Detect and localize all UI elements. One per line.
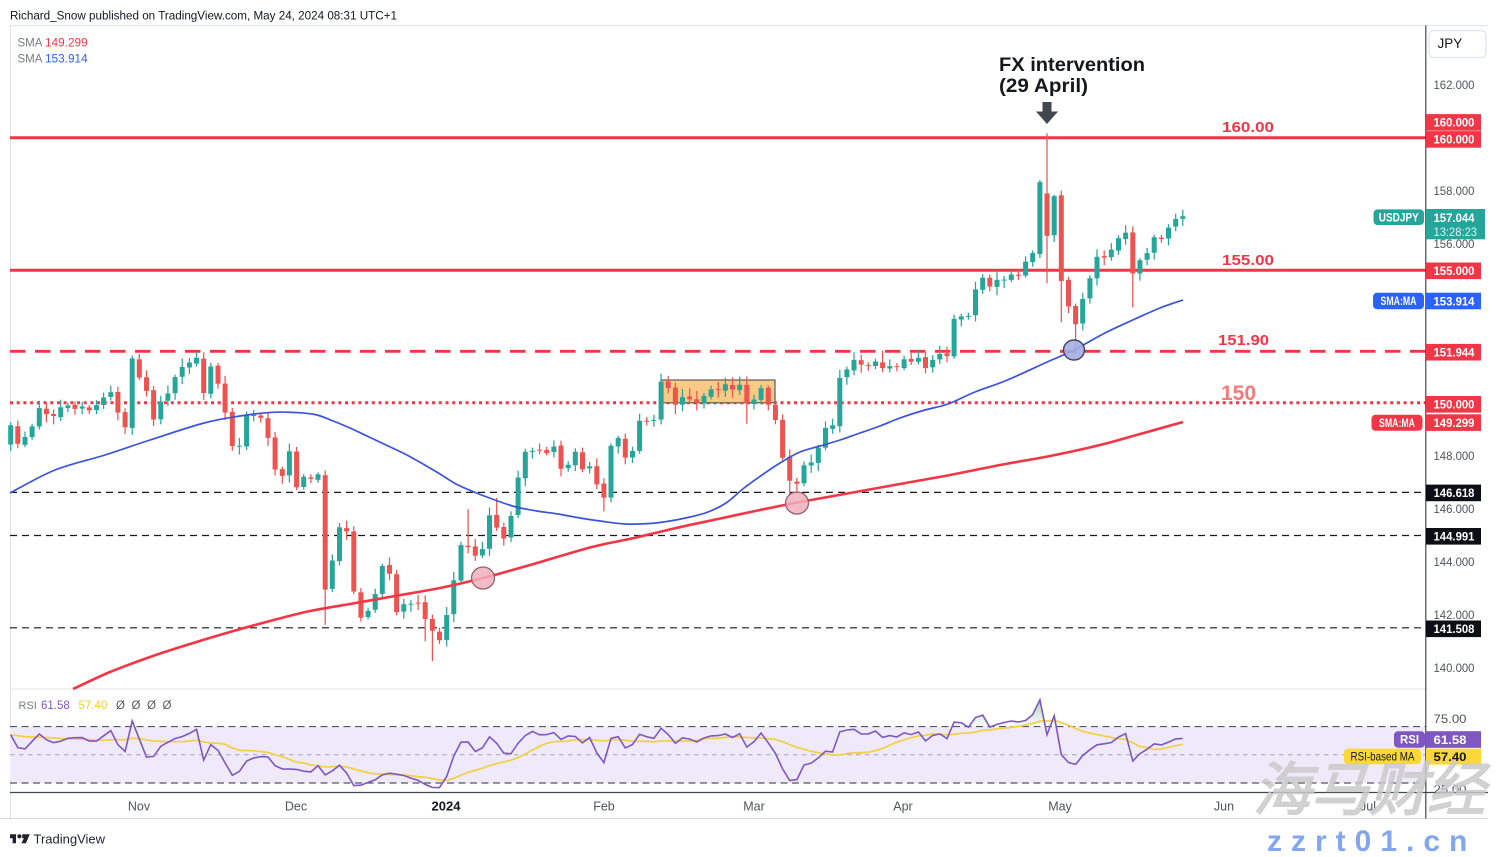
svg-text:Apr: Apr xyxy=(893,800,912,814)
svg-text:25.00: 25.00 xyxy=(1434,783,1467,797)
svg-text:156.000: 156.000 xyxy=(1434,237,1475,251)
svg-text:Feb: Feb xyxy=(593,800,615,814)
svg-text:(29 April): (29 April) xyxy=(999,75,1088,97)
svg-text:160.000: 160.000 xyxy=(1434,133,1475,147)
svg-text:2024: 2024 xyxy=(432,799,462,814)
svg-text:144.991: 144.991 xyxy=(1434,530,1475,544)
svg-text:57.40: 57.40 xyxy=(79,700,108,712)
svg-text:146.618: 146.618 xyxy=(1434,486,1475,500)
svg-text:141.508: 141.508 xyxy=(1434,622,1475,636)
svg-text:153.914: 153.914 xyxy=(1434,294,1475,308)
svg-text:RSI: RSI xyxy=(1400,733,1419,747)
svg-text:157.044: 157.044 xyxy=(1434,211,1475,225)
svg-text:Ø: Ø xyxy=(147,700,156,712)
svg-text:Jun: Jun xyxy=(1214,800,1234,814)
svg-text:150.000: 150.000 xyxy=(1434,398,1475,412)
svg-text:160.000: 160.000 xyxy=(1434,116,1475,130)
svg-text:May: May xyxy=(1048,800,1072,814)
svg-text:RSI-based MA: RSI-based MA xyxy=(1351,750,1415,764)
svg-text:Ø: Ø xyxy=(163,700,172,712)
svg-text:Ø: Ø xyxy=(116,700,125,712)
svg-text:142.000: 142.000 xyxy=(1434,608,1475,622)
svg-text:海马财经: 海马财经 xyxy=(1253,758,1492,823)
svg-text:SMA:MA: SMA:MA xyxy=(1379,416,1415,430)
svg-text:144.000: 144.000 xyxy=(1434,555,1475,569)
svg-text:146.000: 146.000 xyxy=(1434,502,1475,516)
svg-text:Mar: Mar xyxy=(743,800,765,814)
svg-text:JPY: JPY xyxy=(1438,36,1463,51)
svg-text:13:28:23: 13:28:23 xyxy=(1434,225,1478,239)
svg-text:61.58: 61.58 xyxy=(1434,733,1467,747)
svg-text:151.90: 151.90 xyxy=(1218,332,1269,349)
svg-text:SMA: SMA xyxy=(18,54,43,66)
svg-text:153.914: 153.914 xyxy=(45,52,88,66)
svg-text:150: 150 xyxy=(1221,382,1256,405)
svg-text:162.000: 162.000 xyxy=(1434,78,1475,92)
svg-text:155.00: 155.00 xyxy=(1222,252,1274,269)
svg-text:Dec: Dec xyxy=(285,800,307,814)
svg-text:160.00: 160.00 xyxy=(1222,119,1274,136)
svg-text:zzrt01.cn: zzrt01.cn xyxy=(1267,825,1476,857)
svg-text:149.299: 149.299 xyxy=(1434,416,1475,430)
svg-text:Richard_Snow published on Trad: Richard_Snow published on TradingView.co… xyxy=(10,9,397,23)
svg-text:Nov: Nov xyxy=(128,800,151,814)
svg-text:SMA:MA: SMA:MA xyxy=(1381,294,1417,308)
svg-text:158.000: 158.000 xyxy=(1434,184,1475,198)
svg-text:57.40: 57.40 xyxy=(1434,750,1467,764)
svg-text:Jul: Jul xyxy=(1360,800,1376,814)
svg-text:149.299: 149.299 xyxy=(45,36,88,50)
svg-text:SMA: SMA xyxy=(18,38,43,50)
svg-text:TradingView: TradingView xyxy=(34,831,106,846)
svg-text:140.000: 140.000 xyxy=(1434,661,1475,675)
svg-text:RSI: RSI xyxy=(19,700,37,712)
svg-text:151.944: 151.944 xyxy=(1434,346,1475,360)
svg-text:61.58: 61.58 xyxy=(41,700,70,712)
svg-text:Ø: Ø xyxy=(132,700,141,712)
svg-text:148.000: 148.000 xyxy=(1434,449,1475,463)
svg-text:USDJPY: USDJPY xyxy=(1379,210,1419,224)
svg-text:FX intervention: FX intervention xyxy=(999,54,1145,76)
svg-text:155.000: 155.000 xyxy=(1434,264,1475,278)
svg-text:75.00: 75.00 xyxy=(1434,712,1467,726)
